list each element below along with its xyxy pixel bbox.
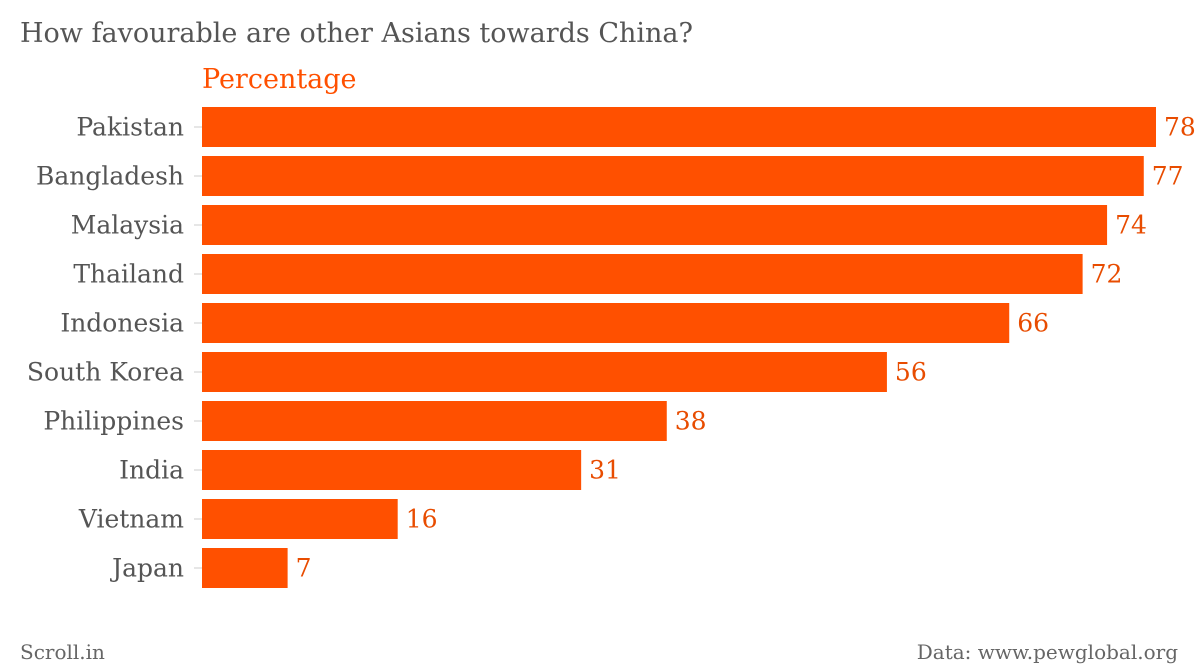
- value-label: 78: [1164, 113, 1196, 142]
- bar: [202, 205, 1108, 245]
- value-label: 31: [589, 456, 621, 485]
- category-label: Vietnam: [78, 505, 184, 534]
- bar: [202, 254, 1083, 294]
- value-label: 77: [1152, 162, 1184, 191]
- chart-title: How favourable are other Asians towards …: [20, 18, 693, 49]
- category-label: Pakistan: [76, 113, 184, 142]
- category-label: South Korea: [27, 358, 184, 387]
- bar: [202, 548, 288, 588]
- value-label: 16: [406, 505, 438, 534]
- bar: [202, 156, 1144, 196]
- category-label: Thailand: [73, 260, 184, 289]
- bar: [202, 401, 667, 441]
- value-label: 74: [1115, 211, 1147, 240]
- category-label: Japan: [109, 554, 184, 583]
- value-label: 7: [296, 554, 312, 583]
- category-label: Bangladesh: [36, 162, 184, 191]
- category-label: Malaysia: [71, 211, 184, 240]
- footer-source-left: Scroll.in: [20, 640, 105, 664]
- value-label: 66: [1017, 309, 1049, 338]
- bar: [202, 499, 398, 539]
- value-label: 56: [895, 358, 927, 387]
- bar: [202, 107, 1156, 147]
- footer-source-right: Data: www.pewglobal.org: [916, 640, 1178, 664]
- value-label: 72: [1091, 260, 1123, 289]
- category-label: India: [119, 456, 184, 485]
- category-label: Philippines: [43, 407, 184, 436]
- bar: [202, 352, 887, 392]
- category-label: Indonesia: [60, 309, 184, 338]
- bar: [202, 450, 582, 490]
- value-label: 38: [675, 407, 707, 436]
- bar: [202, 303, 1010, 343]
- series-label: Percentage: [202, 64, 357, 95]
